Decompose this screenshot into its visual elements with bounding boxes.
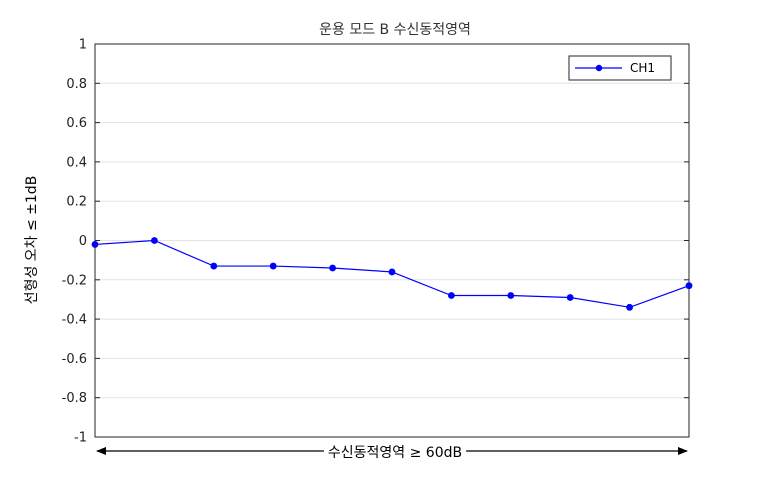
y-tick-label: -0.4 [62, 313, 87, 328]
data-point [566, 294, 574, 301]
y-tick-label: 0 [79, 234, 87, 249]
legend: CH1 [568, 55, 672, 81]
data-point [448, 292, 455, 299]
data-point [151, 237, 158, 244]
x-axis-label-background [324, 444, 466, 462]
legend-marker [595, 64, 603, 72]
y-tick-label: 0.6 [66, 116, 87, 131]
x-axis-label: 수신동적영역 ≥ 60dB [328, 445, 462, 461]
data-point [269, 262, 277, 270]
chart-title: 운용 모드 B 수신동적영역 [319, 22, 471, 38]
y-tick-label: -1 [74, 431, 87, 446]
y-tick-label: 0.4 [66, 155, 87, 170]
legend-label-ch1: CH1 [630, 61, 655, 75]
data-point [329, 264, 336, 272]
y-axis-label: 선형성 오차 ≤ ±1dB [24, 176, 40, 305]
series-layer [91, 237, 693, 311]
y-tick-label: 0.8 [66, 77, 87, 92]
data-point [210, 262, 218, 270]
data-point [626, 303, 633, 311]
grid-lines [95, 43, 689, 438]
data-point [388, 268, 396, 276]
y-axis: 1 0.8 0.6 0.4 0.2 0 -0.2 -0.4 -0.6 -0.8 -1 [62, 38, 689, 446]
y-tick-label: 0.2 [66, 195, 87, 210]
y-tick-label: -0.2 [62, 273, 87, 288]
data-point [507, 292, 515, 299]
data-point [91, 241, 99, 248]
y-tick-label: 1 [79, 38, 87, 53]
data-point [685, 282, 693, 290]
y-tick-label: -0.6 [62, 352, 87, 367]
y-tick-label: -0.8 [62, 391, 87, 406]
